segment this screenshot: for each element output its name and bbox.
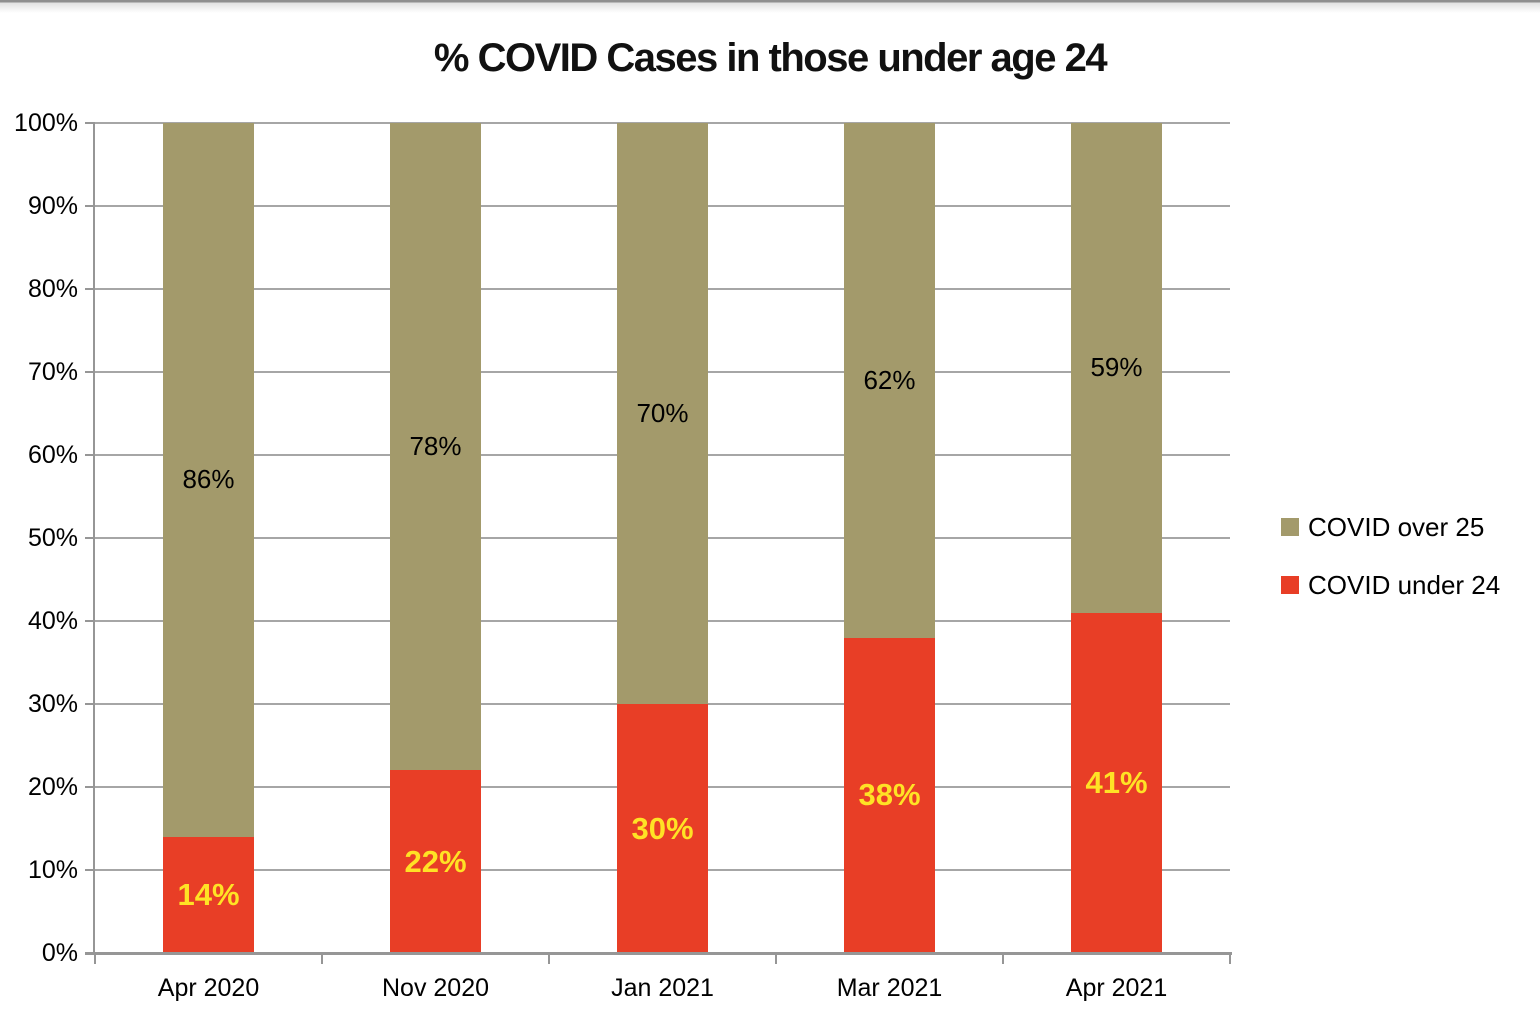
data-label: 78% <box>409 431 462 462</box>
y-axis-tick <box>85 371 95 373</box>
bar-segment: 62% <box>844 123 935 638</box>
bar-segment: 38% <box>844 637 935 953</box>
x-axis-tick <box>321 955 323 964</box>
legend-label: COVID over 25 <box>1308 512 1485 542</box>
data-label: 41% <box>1085 764 1148 800</box>
bar-segment: 59% <box>1071 123 1162 613</box>
data-label: 14% <box>177 876 240 912</box>
bar-segment: 14% <box>163 836 254 953</box>
bar-segment: 22% <box>390 770 481 953</box>
y-tick-label: 40% <box>27 607 78 635</box>
y-tick-label: 90% <box>27 192 78 220</box>
x-tick-label: Nov 2020 <box>381 974 490 1002</box>
legend-swatch-icon <box>1281 576 1299 594</box>
y-tick-label: 60% <box>27 441 78 469</box>
x-tick-label: Jan 2021 <box>611 974 714 1002</box>
y-axis-tick <box>85 703 95 705</box>
legend-label: COVID under 24 <box>1308 570 1501 600</box>
y-tick-label: 30% <box>27 690 78 718</box>
data-label: 86% <box>182 464 235 495</box>
data-label: 30% <box>631 810 694 846</box>
y-axis-tick <box>85 537 95 539</box>
y-tick-label: 80% <box>27 275 78 303</box>
legend-item: COVID over 25 <box>1281 514 1484 540</box>
legend-item: COVID under 24 <box>1281 572 1500 598</box>
y-axis-tick <box>85 620 95 622</box>
bar-segment: 41% <box>1071 612 1162 953</box>
y-axis-tick <box>85 786 95 788</box>
x-axis-tick <box>775 955 777 964</box>
y-axis-tick <box>85 454 95 456</box>
y-tick-label: 0% <box>41 939 78 967</box>
bar-segment: 86% <box>163 123 254 837</box>
y-axis-tick <box>85 869 95 871</box>
x-tick-label: Mar 2021 <box>836 974 943 1002</box>
x-tick-label: Apr 2020 <box>157 974 260 1002</box>
x-axis-tick <box>548 955 550 964</box>
y-axis-tick <box>85 122 95 124</box>
x-tick-label: Apr 2021 <box>1065 974 1168 1002</box>
bar-segment: 70% <box>617 123 708 704</box>
y-tick-label: 10% <box>27 856 78 884</box>
x-axis-tick <box>94 955 96 964</box>
data-label: 62% <box>863 364 916 395</box>
y-tick-label: 100% <box>14 109 78 137</box>
y-axis-line <box>93 123 95 955</box>
data-label: 22% <box>404 843 467 879</box>
data-label: 70% <box>636 398 689 428</box>
y-tick-label: 50% <box>27 524 78 552</box>
legend-swatch-icon <box>1281 518 1299 536</box>
data-label: 59% <box>1090 352 1143 383</box>
y-tick-label: 70% <box>27 358 78 386</box>
y-tick-label: 20% <box>27 773 78 801</box>
x-axis-tick <box>1229 955 1231 964</box>
x-axis-tick <box>1002 955 1004 964</box>
x-axis-line <box>85 952 1232 955</box>
y-axis-tick <box>85 205 95 207</box>
bar-segment: 30% <box>617 704 708 953</box>
y-axis-tick <box>85 288 95 290</box>
data-label: 38% <box>858 777 921 813</box>
bar-segment: 78% <box>390 123 481 771</box>
window-top-edge <box>0 0 1540 13</box>
chart-title: % COVID Cases in those under age 24 <box>433 36 1108 80</box>
